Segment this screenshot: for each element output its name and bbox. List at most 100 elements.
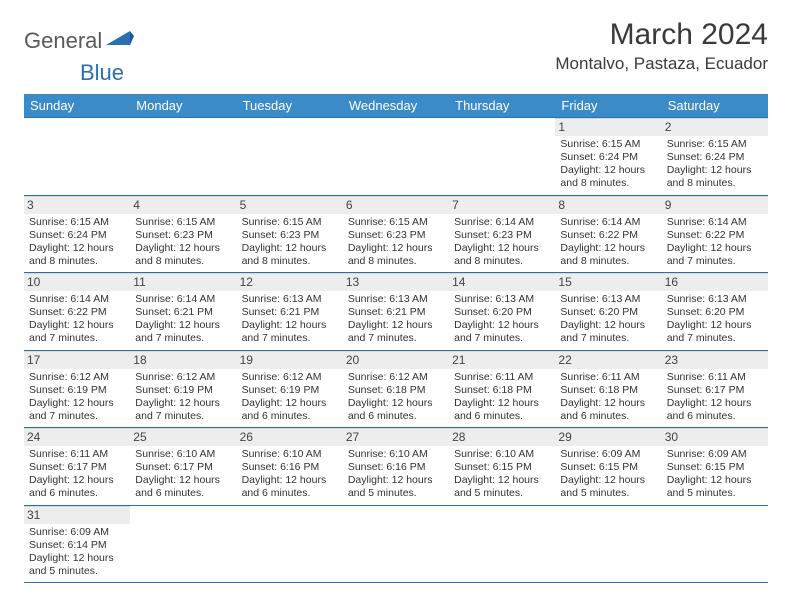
sunset-line: Sunset: 6:19 PM [29, 384, 125, 397]
sunset-line: Sunset: 6:19 PM [135, 384, 231, 397]
daylight-line: Daylight: 12 hours and 7 minutes. [348, 319, 444, 345]
daylight-line: Daylight: 12 hours and 6 minutes. [667, 397, 763, 423]
calendar-cell: 26Sunrise: 6:10 AMSunset: 6:16 PMDayligh… [237, 428, 343, 506]
sunrise-line: Sunrise: 6:09 AM [560, 448, 656, 461]
sunset-line: Sunset: 6:21 PM [242, 306, 338, 319]
weekday-header: Saturday [662, 94, 768, 118]
day-number: 15 [555, 273, 661, 291]
day-number: 9 [662, 196, 768, 214]
sunrise-line: Sunrise: 6:12 AM [348, 371, 444, 384]
sunrise-line: Sunrise: 6:14 AM [667, 216, 763, 229]
day-number: 5 [237, 196, 343, 214]
sunrise-line: Sunrise: 6:15 AM [242, 216, 338, 229]
day-number: 25 [130, 428, 236, 446]
sunrise-line: Sunrise: 6:10 AM [348, 448, 444, 461]
sunset-line: Sunset: 6:23 PM [135, 229, 231, 242]
day-number: 6 [343, 196, 449, 214]
daylight-line: Daylight: 12 hours and 7 minutes. [135, 319, 231, 345]
sunrise-line: Sunrise: 6:09 AM [667, 448, 763, 461]
calendar-cell [662, 505, 768, 583]
brand-logo: General [24, 28, 134, 54]
day-number: 18 [130, 351, 236, 369]
daylight-line: Daylight: 12 hours and 8 minutes. [560, 164, 656, 190]
daylight-line: Daylight: 12 hours and 6 minutes. [348, 397, 444, 423]
calendar-cell: 2Sunrise: 6:15 AMSunset: 6:24 PMDaylight… [662, 118, 768, 196]
daylight-line: Daylight: 12 hours and 6 minutes. [454, 397, 550, 423]
weekday-header: Wednesday [343, 94, 449, 118]
calendar-cell: 13Sunrise: 6:13 AMSunset: 6:21 PMDayligh… [343, 273, 449, 351]
location-text: Montalvo, Pastaza, Ecuador [555, 54, 768, 74]
day-number: 3 [24, 196, 130, 214]
day-number: 28 [449, 428, 555, 446]
day-number: 31 [24, 506, 130, 524]
weekday-header-row: Sunday Monday Tuesday Wednesday Thursday… [24, 94, 768, 118]
daylight-line: Daylight: 12 hours and 6 minutes. [135, 474, 231, 500]
calendar-cell: 10Sunrise: 6:14 AMSunset: 6:22 PMDayligh… [24, 273, 130, 351]
sunrise-line: Sunrise: 6:11 AM [667, 371, 763, 384]
weekday-header: Thursday [449, 94, 555, 118]
day-number: 29 [555, 428, 661, 446]
sunset-line: Sunset: 6:21 PM [348, 306, 444, 319]
day-number: 1 [555, 118, 661, 136]
calendar-cell: 1Sunrise: 6:15 AMSunset: 6:24 PMDaylight… [555, 118, 661, 196]
sunset-line: Sunset: 6:15 PM [454, 461, 550, 474]
sunset-line: Sunset: 6:20 PM [667, 306, 763, 319]
calendar-cell: 24Sunrise: 6:11 AMSunset: 6:17 PMDayligh… [24, 428, 130, 506]
daylight-line: Daylight: 12 hours and 7 minutes. [454, 319, 550, 345]
day-number: 16 [662, 273, 768, 291]
sunrise-line: Sunrise: 6:12 AM [135, 371, 231, 384]
calendar-cell: 20Sunrise: 6:12 AMSunset: 6:18 PMDayligh… [343, 350, 449, 428]
weekday-header: Monday [130, 94, 236, 118]
calendar-cell [130, 118, 236, 196]
calendar-cell: 19Sunrise: 6:12 AMSunset: 6:19 PMDayligh… [237, 350, 343, 428]
day-number: 8 [555, 196, 661, 214]
day-number: 22 [555, 351, 661, 369]
sunset-line: Sunset: 6:22 PM [667, 229, 763, 242]
calendar-row: 10 Sunrise: 6:14 AMSunset: 6:22 PM Dayligh… [24, 273, 768, 351]
brand-text-general: General [24, 28, 102, 54]
sunrise-line: Sunrise: 6:15 AM [135, 216, 231, 229]
daylight-line: Daylight: 12 hours and 6 minutes. [242, 397, 338, 423]
sunset-line: Sunset: 6:24 PM [29, 229, 125, 242]
calendar-cell: 30Sunrise: 6:09 AMSunset: 6:15 PMDayligh… [662, 428, 768, 506]
sunrise-line: Sunrise: 6:13 AM [667, 293, 763, 306]
sunrise-line: Sunrise: 6:10 AM [242, 448, 338, 461]
sunset-line: Sunset: 6:24 PM [560, 151, 656, 164]
daylight-line: Daylight: 12 hours and 7 minutes. [242, 319, 338, 345]
daylight-line: Daylight: 12 hours and 5 minutes. [29, 552, 125, 578]
daylight-line: Daylight: 12 hours and 7 minutes. [135, 397, 231, 423]
calendar-body: 1Sunrise: 6:15 AMSunset: 6:24 PMDaylight… [24, 118, 768, 583]
calendar-row: 24Sunrise: 6:11 AMSunset: 6:17 PMDayligh… [24, 428, 768, 506]
sunset-line: Sunset: 6:17 PM [135, 461, 231, 474]
calendar-cell: 6Sunrise: 6:15 AMSunset: 6:23 PMDaylight… [343, 195, 449, 273]
sunset-line: Sunset: 6:15 PM [560, 461, 656, 474]
calendar-cell: 27Sunrise: 6:10 AMSunset: 6:16 PMDayligh… [343, 428, 449, 506]
sunset-line: Sunset: 6:16 PM [242, 461, 338, 474]
calendar-cell [555, 505, 661, 583]
calendar-cell [343, 505, 449, 583]
sunrise-line: Sunrise: 6:14 AM [29, 293, 125, 306]
day-number: 14 [449, 273, 555, 291]
sunset-line: Sunset: 6:21 PM [135, 306, 231, 319]
sunset-line: Sunset: 6:22 PM [29, 306, 125, 319]
calendar-cell: 17Sunrise: 6:12 AMSunset: 6:19 PMDayligh… [24, 350, 130, 428]
calendar-cell: 16Sunrise: 6:13 AMSunset: 6:20 PMDayligh… [662, 273, 768, 351]
sunset-line: Sunset: 6:17 PM [667, 384, 763, 397]
calendar-cell: 22Sunrise: 6:11 AMSunset: 6:18 PMDayligh… [555, 350, 661, 428]
daylight-line: Daylight: 12 hours and 7 minutes. [560, 319, 656, 345]
sunrise-line: Sunrise: 6:13 AM [454, 293, 550, 306]
day-number: 24 [24, 428, 130, 446]
calendar-cell: 8Sunrise: 6:14 AMSunset: 6:22 PMDaylight… [555, 195, 661, 273]
day-number: 17 [24, 351, 130, 369]
calendar-cell [449, 505, 555, 583]
daylight-line: Daylight: 12 hours and 8 minutes. [242, 242, 338, 268]
sunrise-line: Sunrise: 6:10 AM [454, 448, 550, 461]
calendar-cell [237, 505, 343, 583]
daylight-line: Daylight: 12 hours and 5 minutes. [560, 474, 656, 500]
calendar-row: 3 Sunrise: 6:15 AM Sunset: 6:24 PM Daylight… [24, 195, 768, 273]
calendar-cell [343, 118, 449, 196]
calendar-cell: 14Sunrise: 6:13 AMSunset: 6:20 PMDayligh… [449, 273, 555, 351]
day-number: 10 [24, 273, 130, 291]
sunrise-line: Sunrise: 6:15 AM [667, 138, 763, 151]
day-number: 4 [130, 196, 236, 214]
